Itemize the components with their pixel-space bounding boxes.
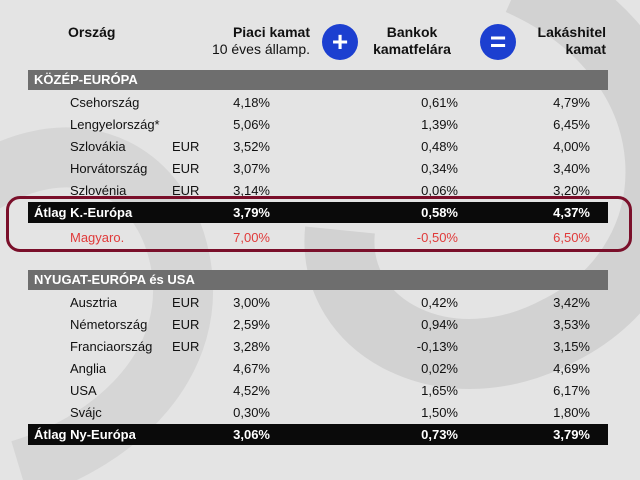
bank-margin-cell: 0,02%: [421, 361, 458, 376]
bank-margin-cell: 1,50%: [421, 405, 458, 420]
table-row: Szlovénia EUR 3,14% 0,06% 3,20%: [28, 180, 608, 201]
currency-cell: EUR: [172, 339, 200, 354]
market-rate-cell: 3,06%: [233, 427, 270, 442]
market-rate-cell: 7,00%: [233, 230, 270, 245]
table-row: Szlovákia EUR 3,52% 0,48% 4,00%: [28, 136, 608, 157]
country-cell: Magyaro.: [70, 230, 125, 245]
hungary-row: Magyaro. 7,00% -0,50% 6,50%: [28, 227, 608, 248]
table-row: Csehország 4,18% 0,61% 4,79%: [28, 92, 608, 113]
market-rate-cell: 3,52%: [233, 139, 270, 154]
header-country: Ország: [68, 24, 116, 40]
mortgage-rate-cell: 4,00%: [553, 139, 590, 154]
table-row: USA 4,52% 1,65% 6,17%: [28, 380, 608, 401]
market-rate-cell: 2,59%: [233, 317, 270, 332]
mortgage-rate-cell: 4,69%: [553, 361, 590, 376]
mortgage-rate-cell: 6,45%: [553, 117, 590, 132]
highlight-frame: [6, 196, 632, 252]
currency-cell: EUR: [172, 295, 200, 310]
market-rate-cell: 5,06%: [233, 117, 270, 132]
table-row: Anglia 4,67% 0,02% 4,69%: [28, 358, 608, 379]
mortgage-rate-cell: 3,42%: [553, 295, 590, 310]
header-mortgage: Lakáshitel kamat: [520, 24, 606, 58]
header-market-rate-subtitle: 10 éves államp.: [211, 41, 310, 57]
country-cell: Svájc: [70, 405, 102, 420]
market-rate-cell: 0,30%: [233, 405, 270, 420]
bank-margin-cell: 0,73%: [421, 427, 458, 442]
market-rate-cell: 3,28%: [233, 339, 270, 354]
bank-margin-cell: -0,50%: [416, 230, 458, 245]
header-bank-margin-line1: Bankok: [386, 24, 438, 40]
mortgage-rate-cell: 3,40%: [553, 161, 590, 176]
mortgage-rate-cell: 3,79%: [553, 427, 590, 442]
country-cell: Átlag K.-Európa: [34, 205, 133, 220]
table-row: Ausztria EUR 3,00% 0,42% 3,42%: [28, 292, 608, 313]
market-rate-cell: 4,67%: [233, 361, 270, 376]
currency-cell: EUR: [172, 139, 200, 154]
country-cell: Németország: [70, 317, 148, 332]
market-rate-cell: 3,79%: [233, 205, 270, 220]
market-rate-cell: 4,52%: [233, 383, 270, 398]
bank-margin-cell: 0,58%: [421, 205, 458, 220]
country-cell: Lengyelország*: [70, 117, 160, 132]
currency-cell: EUR: [172, 161, 200, 176]
header-bank-margin-line2: kamatfelára: [373, 41, 451, 57]
market-rate-cell: 3,07%: [233, 161, 270, 176]
currency-cell: EUR: [172, 317, 200, 332]
mortgage-rate-cell: 4,37%: [553, 205, 590, 220]
market-rate-cell: 3,14%: [233, 183, 270, 198]
table-row: Franciaország EUR 3,28% -0,13% 3,15%: [28, 336, 608, 357]
table-row: Lengyelország* 5,06% 1,39% 6,45%: [28, 114, 608, 135]
bank-margin-cell: 0,42%: [421, 295, 458, 310]
header-market-rate: Piaci kamat 10 éves államp.: [200, 24, 310, 58]
bank-margin-cell: 1,39%: [421, 117, 458, 132]
bank-margin-cell: 1,65%: [421, 383, 458, 398]
average-row-central-europe: Átlag K.-Európa 3,79% 0,58% 4,37%: [28, 202, 608, 223]
section-title-central-europe: KÖZÉP-EURÓPA: [28, 70, 608, 90]
mortgage-rate-cell: 3,53%: [553, 317, 590, 332]
bank-margin-cell: 0,34%: [421, 161, 458, 176]
average-row-western-europe: Átlag Ny-Európa 3,06% 0,73% 3,79%: [28, 424, 608, 445]
mortgage-rate-cell: 6,50%: [553, 230, 590, 245]
country-cell: USA: [70, 383, 97, 398]
country-cell: Ausztria: [70, 295, 117, 310]
table-row: Németország EUR 2,59% 0,94% 3,53%: [28, 314, 608, 335]
bank-margin-cell: 0,06%: [421, 183, 458, 198]
mortgage-rate-cell: 4,79%: [553, 95, 590, 110]
market-rate-cell: 4,18%: [233, 95, 270, 110]
header-mortgage-line2: kamat: [565, 41, 606, 57]
country-cell: Anglia: [70, 361, 107, 376]
mortgage-rate-cell: 3,15%: [553, 339, 590, 354]
country-cell: Franciaország: [70, 339, 153, 354]
plus-icon: +: [322, 24, 358, 60]
mortgage-rate-cell: 3,20%: [553, 183, 590, 198]
header-mortgage-line1: Lakáshitel: [537, 24, 606, 40]
header-market-rate-title: Piaci kamat: [232, 24, 310, 40]
table-row: Svájc 0,30% 1,50% 1,80%: [28, 402, 608, 423]
bank-margin-cell: 0,48%: [421, 139, 458, 154]
country-cell: Csehország: [70, 95, 140, 110]
country-cell: Horvátország: [70, 161, 148, 176]
mortgage-rate-cell: 6,17%: [553, 383, 590, 398]
currency-cell: EUR: [172, 183, 200, 198]
bank-margin-cell: -0,13%: [416, 339, 458, 354]
country-cell: Szlovénia: [70, 183, 127, 198]
equals-icon: =: [480, 24, 516, 60]
table-row: Horvátország EUR 3,07% 0,34% 3,40%: [28, 158, 608, 179]
mortgage-rate-cell: 1,80%: [553, 405, 590, 420]
bank-margin-cell: 0,94%: [421, 317, 458, 332]
country-cell: Szlovákia: [70, 139, 126, 154]
header-bank-margin: Bankok kamatfelára: [362, 24, 462, 58]
section-title-western-europe: NYUGAT-EURÓPA és USA: [28, 270, 608, 290]
country-cell: Átlag Ny-Európa: [34, 427, 136, 442]
market-rate-cell: 3,00%: [233, 295, 270, 310]
bank-margin-cell: 0,61%: [421, 95, 458, 110]
